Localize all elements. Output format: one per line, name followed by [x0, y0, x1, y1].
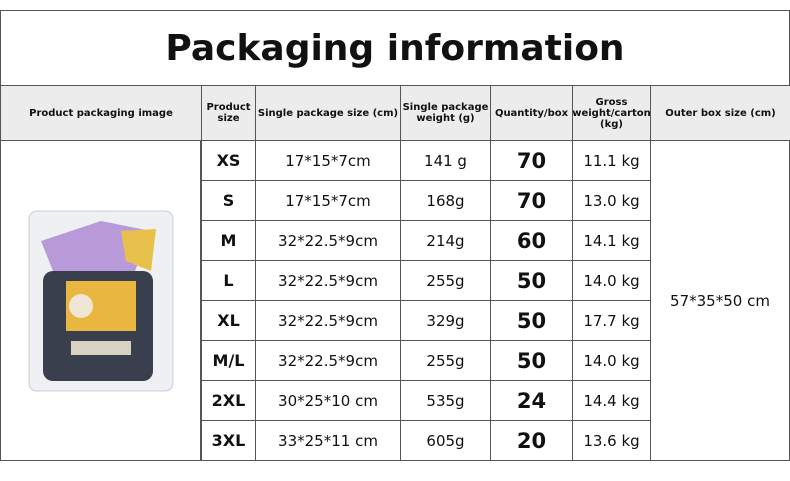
gross-weight: 13.0 kg — [572, 180, 651, 221]
gross-weight: 14.1 kg — [572, 220, 651, 261]
header-cell: Product size — [201, 85, 256, 141]
title: Packaging information — [0, 10, 790, 86]
package-size: 32*22.5*9cm — [255, 260, 401, 301]
package-weight: 141 g — [400, 140, 491, 181]
package-size: 17*15*7cm — [255, 140, 401, 181]
header-cell: Product packaging image — [0, 85, 202, 141]
product-size: M — [201, 220, 256, 261]
gross-weight: 13.6 kg — [572, 420, 651, 461]
quantity-box: 50 — [490, 300, 573, 341]
package-weight: 214g — [400, 220, 491, 261]
package-size: 33*25*11 cm — [255, 420, 401, 461]
package-weight: 605g — [400, 420, 491, 461]
package-weight: 329g — [400, 300, 491, 341]
gross-weight: 14.0 kg — [572, 340, 651, 381]
quantity-box: 24 — [490, 380, 573, 421]
product-size: 2XL — [201, 380, 256, 421]
package-size: 30*25*10 cm — [255, 380, 401, 421]
gross-weight: 14.0 kg — [572, 260, 651, 301]
package-size: 32*22.5*9cm — [255, 220, 401, 261]
quantity-box: 20 — [490, 420, 573, 461]
product-size: XS — [201, 140, 256, 181]
outer-box-size: 57*35*50 cm — [650, 140, 790, 461]
product-size: M/L — [201, 340, 256, 381]
package-weight: 535g — [400, 380, 491, 421]
quantity-box: 60 — [490, 220, 573, 261]
quantity-box: 50 — [490, 260, 573, 301]
package-weight: 168g — [400, 180, 491, 221]
product-image — [28, 210, 173, 391]
product-size: L — [201, 260, 256, 301]
package-size: 32*22.5*9cm — [255, 340, 401, 381]
header-cell: Single package weight (g) — [400, 85, 491, 141]
header-cell: Single package size (cm) — [255, 85, 401, 141]
package-size: 32*22.5*9cm — [255, 300, 401, 341]
product-size: XL — [201, 300, 256, 341]
product-image-cell — [0, 140, 201, 461]
header-cell: Gross weight/carton (kg) — [572, 85, 651, 141]
gross-weight: 17.7 kg — [572, 300, 651, 341]
gross-weight: 11.1 kg — [572, 140, 651, 181]
product-size: S — [201, 180, 256, 221]
header-cell: Quantity/box — [490, 85, 573, 141]
quantity-box: 70 — [490, 180, 573, 221]
gross-weight: 14.4 kg — [572, 380, 651, 421]
package-weight: 255g — [400, 340, 491, 381]
package-weight: 255g — [400, 260, 491, 301]
header-cell: Outer box size (cm) — [650, 85, 790, 141]
quantity-box: 70 — [490, 140, 573, 181]
product-size: 3XL — [201, 420, 256, 461]
quantity-box: 50 — [490, 340, 573, 381]
package-size: 17*15*7cm — [255, 180, 401, 221]
